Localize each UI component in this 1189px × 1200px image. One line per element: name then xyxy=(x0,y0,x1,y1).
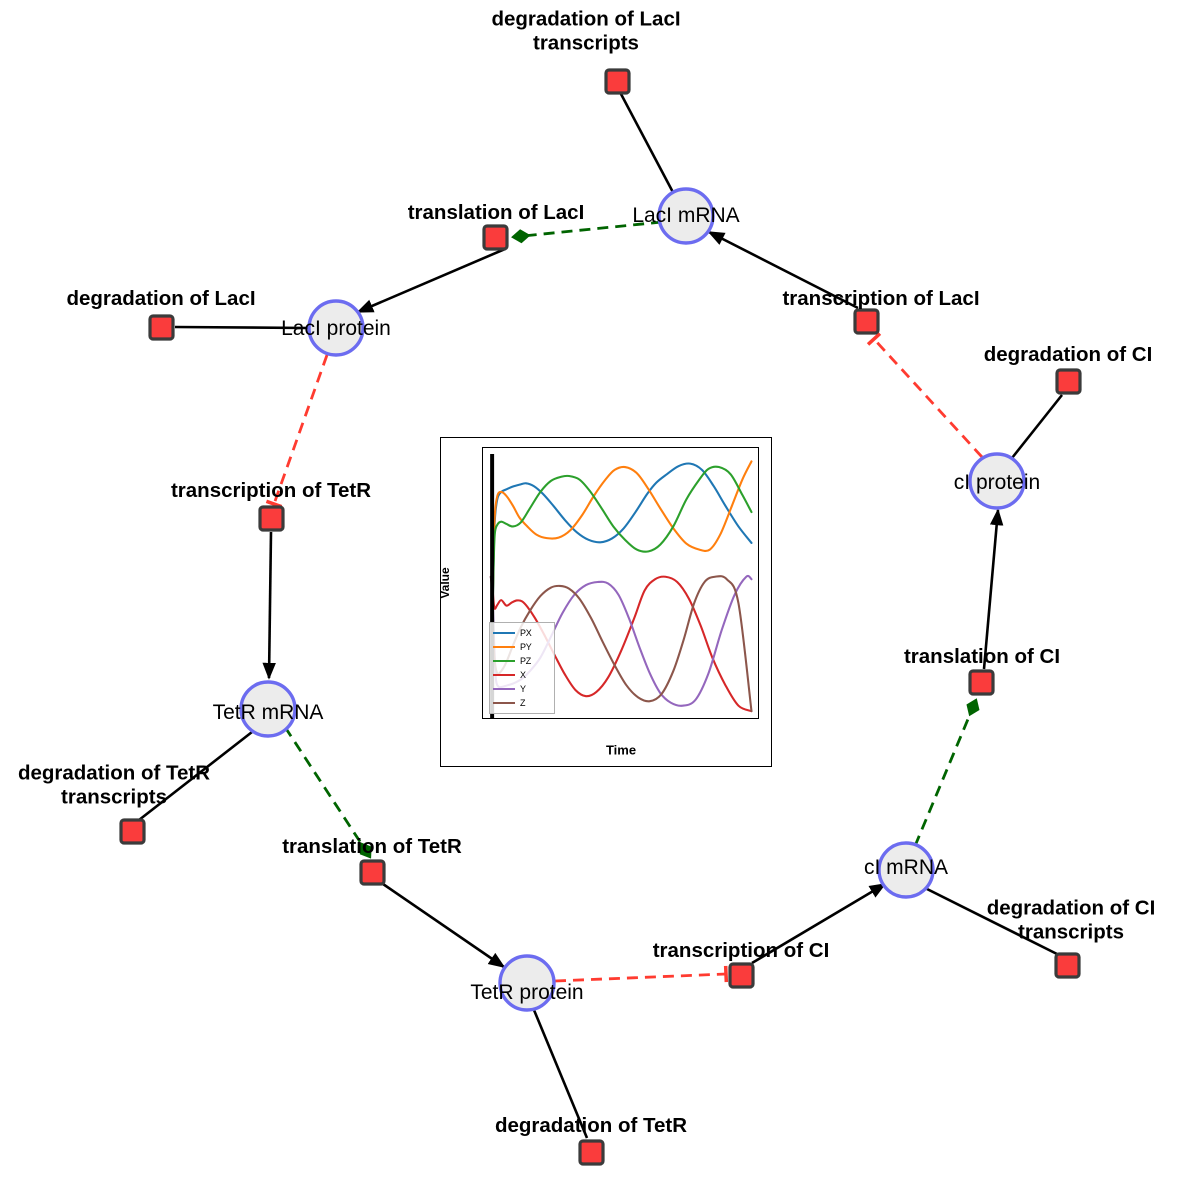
chart-xtick: 200 xyxy=(743,718,759,719)
chart-ytick: 10² xyxy=(482,530,483,545)
inset-timeseries-chart: Value Time PX PY PZ xyxy=(438,437,772,767)
legend-label-x: X xyxy=(520,670,526,680)
legend-label-py: PY xyxy=(520,642,532,652)
chart-ylabel: Value xyxy=(438,567,452,599)
legend-swatch-px xyxy=(493,632,515,634)
transition-degradation-tetr[interactable] xyxy=(578,1139,605,1166)
arc-laci-mrna-to-transl-laci xyxy=(511,220,663,244)
transition-deg-tetr-transcripts[interactable] xyxy=(119,818,146,845)
legend-swatch-z xyxy=(493,702,515,704)
transition-translation-ci[interactable] xyxy=(968,669,995,696)
transition-transcription-laci[interactable] xyxy=(853,308,880,335)
place-laci-mrna[interactable] xyxy=(657,187,715,245)
legend-label-z: Z xyxy=(520,698,526,708)
transition-transcription-ci[interactable] xyxy=(728,962,755,989)
arc-ci-prot-to-deg-ci xyxy=(1010,394,1064,459)
arc-transcr-tetr-to-tetr-mrna xyxy=(262,531,276,680)
chart-xtick: 150 xyxy=(678,718,698,719)
place-ci-mrna[interactable] xyxy=(877,841,935,899)
arc-transcr-laci-to-laci-mrna xyxy=(707,230,859,310)
chart-xlabel: Time xyxy=(605,742,637,758)
arc-ci-mrna-to-deg-ci-tr xyxy=(924,886,1058,956)
chart-xtick: 50 xyxy=(550,718,563,719)
chart-series-group xyxy=(489,460,753,713)
arc-transl-ci-to-ci-prot xyxy=(982,508,1004,670)
legend-item: PZ xyxy=(493,654,552,668)
chart-ytick: 10⁻¹ xyxy=(482,713,483,719)
chart-series-pz xyxy=(489,465,753,662)
chart-ytick: 10³ xyxy=(482,470,483,485)
chart-legend: PX PY PZ X Y xyxy=(489,622,555,714)
place-laci-protein[interactable] xyxy=(307,299,365,357)
transition-translation-laci[interactable] xyxy=(482,224,509,251)
place-tetr-protein[interactable] xyxy=(498,954,556,1012)
legend-item: X xyxy=(493,668,552,682)
legend-label-y: Y xyxy=(520,684,526,694)
legend-label-px: PX xyxy=(520,628,532,638)
chart-ytick: 10⁰ xyxy=(482,652,483,667)
chart-series-svg xyxy=(489,453,753,718)
legend-swatch-x xyxy=(493,674,515,676)
chart-series-x xyxy=(489,575,753,713)
transition-transcription-tetr[interactable] xyxy=(258,505,285,532)
transition-degradation-laci[interactable] xyxy=(148,314,175,341)
arc-laci-prot-to-deg-laci xyxy=(174,325,310,330)
arc-laci-prot-to-transcr-tetr xyxy=(265,354,329,509)
place-tetr-mrna[interactable] xyxy=(239,680,297,738)
legend-swatch-y xyxy=(493,688,515,690)
places-layer[interactable] xyxy=(239,187,1026,1012)
legend-label-pz: PZ xyxy=(520,656,532,666)
chart-series-py xyxy=(489,460,753,662)
arc-tetr-prot-to-transcr-ci xyxy=(554,965,729,983)
arc-tetr-mrna-to-deg-tetr-tr xyxy=(138,730,253,822)
place-ci-protein[interactable] xyxy=(968,452,1026,510)
arc-ci-mrna-to-transl-ci xyxy=(913,698,980,847)
arcs-layer xyxy=(138,93,1064,1139)
arc-tetr-mrna-to-transl-tetr xyxy=(283,726,372,859)
legend-item: PY xyxy=(493,640,552,654)
arc-tetr-prot-to-deg-tetr xyxy=(532,1009,589,1139)
chart-ytick: 10¹ xyxy=(482,591,483,606)
arc-laci-mrna-to-deg-laci-tr xyxy=(619,93,678,199)
legend-swatch-pz xyxy=(493,660,515,662)
arc-transcr-ci-to-ci-mrna xyxy=(751,882,887,965)
legend-item: PX xyxy=(493,626,552,640)
legend-item: Y xyxy=(493,682,552,696)
legend-swatch-py xyxy=(493,646,515,648)
arc-ci-prot-to-transcr-laci xyxy=(866,332,984,458)
chart-plot-area: PX PY PZ X Y xyxy=(482,447,759,719)
chart-xtick: 0 xyxy=(488,718,495,719)
arc-transl-tetr-to-tetr-prot xyxy=(382,882,506,969)
legend-item: Z xyxy=(493,696,552,710)
transition-deg-laci-transcripts[interactable] xyxy=(604,68,631,95)
transition-translation-tetr[interactable] xyxy=(359,859,386,886)
chart-xtick: 100 xyxy=(612,718,632,719)
arc-transl-laci-to-laci-prot xyxy=(356,247,506,314)
transition-deg-ci-transcripts[interactable] xyxy=(1054,952,1081,979)
transitions-layer[interactable] xyxy=(119,68,1082,1166)
transition-degradation-ci[interactable] xyxy=(1055,368,1082,395)
